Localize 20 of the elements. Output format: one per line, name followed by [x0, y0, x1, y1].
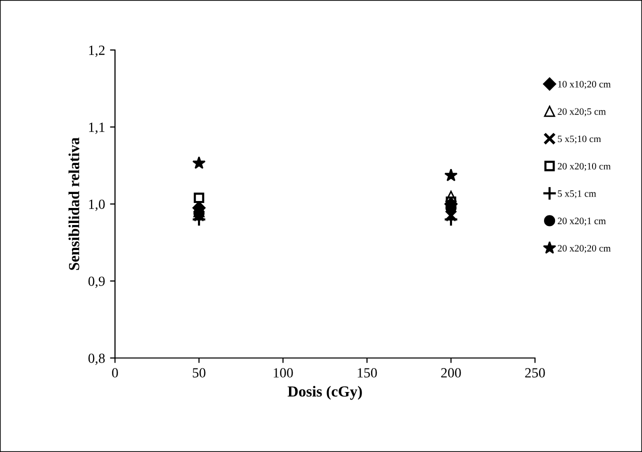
x-tick-label: 250 [525, 368, 545, 378]
y-tick-label: 0,8 [88, 354, 105, 365]
legend-label: 20 x20;20 cm [558, 244, 611, 253]
y-tick-label: 1,1 [89, 122, 104, 134]
x-tick-label: 150 [358, 368, 377, 378]
x-tick-label: 200 [441, 368, 461, 378]
y-tick-label: 1,2 [89, 46, 105, 57]
legend-label: 20 x20;5 cm [558, 108, 606, 116]
y-tick-label: 1,0 [89, 200, 105, 211]
legend-label: 5 x5;1 cm [558, 190, 596, 198]
legend-label: 10 x10;20 cm [558, 80, 611, 89]
legend-label: 5 x5;10 cm [558, 136, 601, 144]
y-axis-title: Sensibilidad relativa [68, 138, 80, 270]
y-tick-label: 0,9 [88, 276, 105, 288]
x-tick-label: 100 [274, 368, 293, 378]
x-tick-label: 50 [192, 368, 206, 378]
x-tick-label: 0 [112, 368, 118, 378]
legend-label: 20 x20;10 cm [558, 162, 611, 171]
x-axis-title: Dosis (cGy) [288, 386, 362, 400]
legend-label: 20 x20;1 cm [558, 218, 606, 226]
